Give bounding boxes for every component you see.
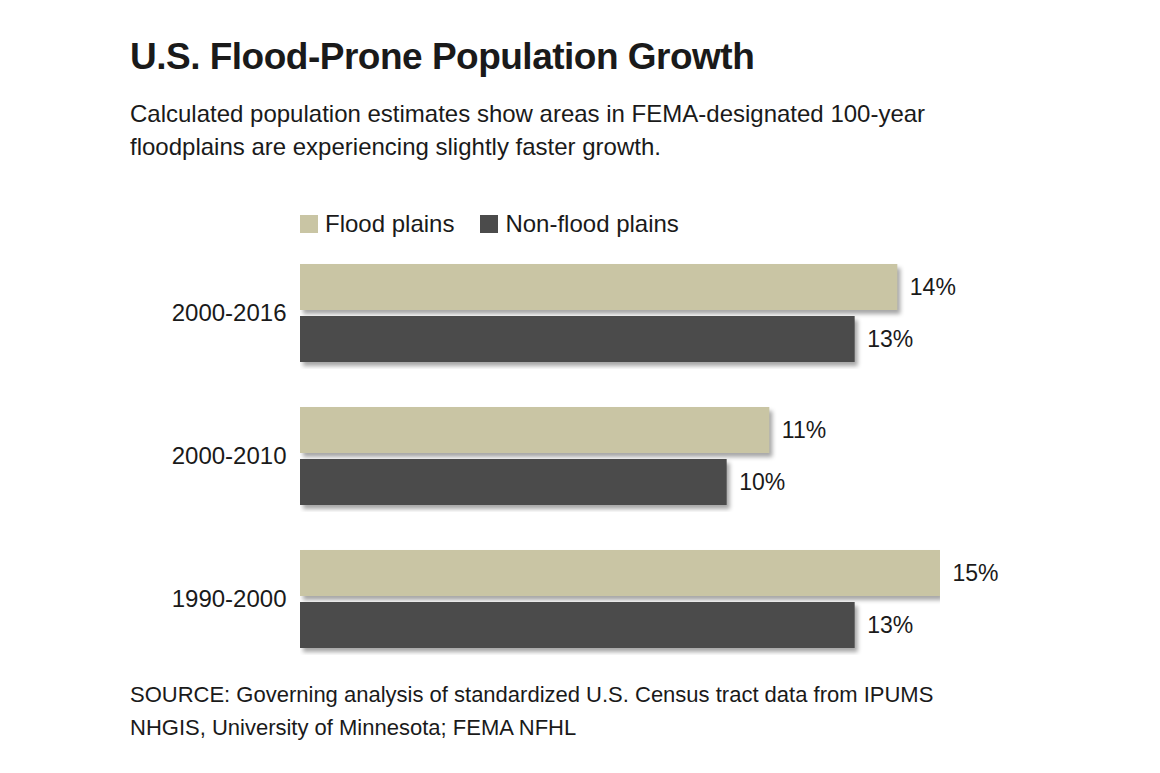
- svg-text:2000-2010: 2000-2010: [172, 442, 287, 469]
- html-text:SOURCE: Governing analysis of: SOURCE: Governing analysis of standardiz…: [130, 682, 934, 740]
- html-text:U.S. Flood-Prone Population Gr: U.S. Flood-Prone Population Growth: [130, 36, 755, 77]
- svg-text:10%: 10%: [739, 469, 785, 495]
- svg-text:15%: 15%: [953, 560, 999, 586]
- svg-text:1990-2000: 1990-2000: [172, 585, 287, 612]
- html-text:Flood plains: Flood plains: [325, 210, 455, 237]
- svg-text:11%: 11%: [782, 417, 826, 443]
- svg-text:14%: 14%: [910, 274, 956, 300]
- svg-text:13%: 13%: [867, 326, 913, 352]
- svg-text:13%: 13%: [867, 612, 913, 638]
- html-text:Non-flood plains: Non-flood plains: [505, 210, 679, 237]
- html-text:Calculated population estimate: Calculated population estimates show are…: [130, 100, 926, 160]
- svg-text:2000-2016: 2000-2016: [172, 299, 287, 326]
